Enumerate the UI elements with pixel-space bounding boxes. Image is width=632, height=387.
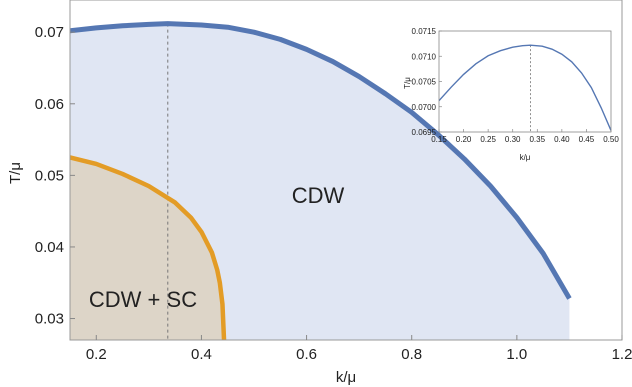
inset-plot: 0.15 0.20 0.25 0.30 0.35 0.40 0.45 0.50 0.06950… <box>403 27 619 162</box>
cdw-sc-region-fill <box>70 157 225 340</box>
y-tick-label: 0.0705 <box>412 78 437 87</box>
x-tick-label: 0.15 <box>431 135 447 144</box>
cdw-region-label: CDW <box>292 183 345 208</box>
y-tick-label: 0.07 <box>35 24 64 41</box>
inset-x-axis-label: k/μ <box>520 153 531 162</box>
inset-y-axis-label: T/μ <box>403 77 412 89</box>
inset-cdw-boundary-curve <box>439 44 611 131</box>
x-tick-label: 0.2 <box>86 346 107 363</box>
cdw-sc-region-label: CDW + SC <box>89 287 197 312</box>
main-y-axis-ticks: 0.03 0.04 0.05 0.06 0.07 <box>35 24 75 328</box>
y-tick-label: 0.0700 <box>412 103 437 112</box>
x-tick-label: 1.2 <box>612 346 632 363</box>
y-tick-label: 0.0715 <box>412 27 437 36</box>
x-tick-label: 0.30 <box>505 135 521 144</box>
x-tick-label: 0.6 <box>296 346 317 363</box>
x-tick-label: 0.35 <box>529 135 545 144</box>
y-tick-label: 0.0710 <box>412 52 437 61</box>
x-tick-label: 0.45 <box>579 135 595 144</box>
inset-y-axis-ticks: 0.0695 0.0700 0.0705 0.0710 0.0715 <box>412 27 442 137</box>
x-tick-label: 0.40 <box>554 135 570 144</box>
cdw-boundary-curve <box>70 21 572 300</box>
y-tick-label: 0.0695 <box>412 128 437 137</box>
y-tick-label: 0.06 <box>35 96 64 113</box>
main-y-axis-label: T/μ <box>7 162 24 184</box>
x-tick-label: 1.0 <box>506 346 527 363</box>
y-tick-label: 0.05 <box>35 167 64 184</box>
inset-plot-area <box>439 44 611 132</box>
x-tick-label: 0.25 <box>480 135 496 144</box>
main-x-axis-label: k/μ <box>336 369 356 386</box>
y-tick-label: 0.03 <box>35 311 64 328</box>
main-x-axis-ticks: 0.2 0.4 0.6 0.8 1.0 1.2 <box>86 335 632 363</box>
main-plot-area <box>70 21 572 340</box>
y-tick-label: 0.04 <box>35 239 64 256</box>
inset-x-axis-ticks: 0.15 0.20 0.25 0.30 0.35 0.40 0.45 0.50 <box>431 129 619 144</box>
inset-background <box>439 31 611 132</box>
main-plot: 0.2 0.4 0.6 0.8 1.0 1.2 0.030.040.050.060.07 … <box>7 0 632 386</box>
main-plot-frame <box>69 0 623 341</box>
x-tick-label: 0.8 <box>401 346 422 363</box>
x-tick-label: 0.50 <box>603 135 619 144</box>
sc-boundary-curve <box>70 155 227 340</box>
x-tick-label: 0.20 <box>456 135 472 144</box>
x-tick-label: 0.4 <box>191 346 212 363</box>
